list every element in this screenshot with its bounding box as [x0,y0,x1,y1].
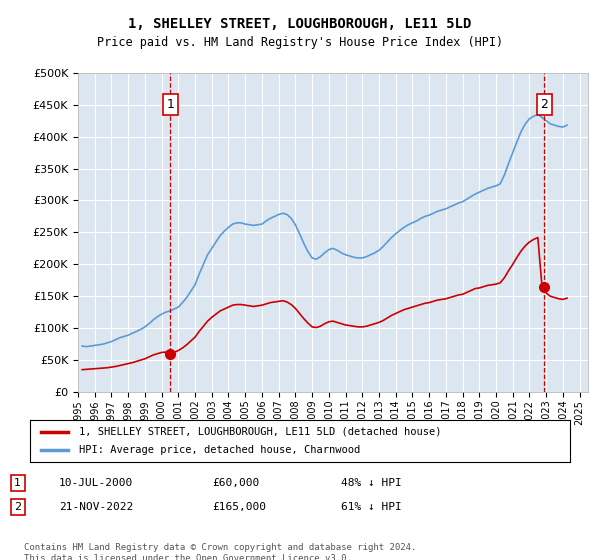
Text: £60,000: £60,000 [212,478,259,488]
Text: 1: 1 [166,98,174,111]
Text: Contains HM Land Registry data © Crown copyright and database right 2024.
This d: Contains HM Land Registry data © Crown c… [24,543,416,560]
Text: 2: 2 [14,502,22,512]
Text: 21-NOV-2022: 21-NOV-2022 [59,502,133,512]
Text: 1, SHELLEY STREET, LOUGHBOROUGH, LE11 5LD (detached house): 1, SHELLEY STREET, LOUGHBOROUGH, LE11 5L… [79,427,441,437]
Text: HPI: Average price, detached house, Charnwood: HPI: Average price, detached house, Char… [79,445,360,455]
Text: 61% ↓ HPI: 61% ↓ HPI [341,502,402,512]
Text: 10-JUL-2000: 10-JUL-2000 [59,478,133,488]
Text: 1, SHELLEY STREET, LOUGHBOROUGH, LE11 5LD: 1, SHELLEY STREET, LOUGHBOROUGH, LE11 5L… [128,17,472,31]
Text: 2: 2 [541,98,548,111]
Text: 1: 1 [14,478,21,488]
Text: Price paid vs. HM Land Registry's House Price Index (HPI): Price paid vs. HM Land Registry's House … [97,36,503,49]
Text: 48% ↓ HPI: 48% ↓ HPI [341,478,402,488]
Text: £165,000: £165,000 [212,502,266,512]
